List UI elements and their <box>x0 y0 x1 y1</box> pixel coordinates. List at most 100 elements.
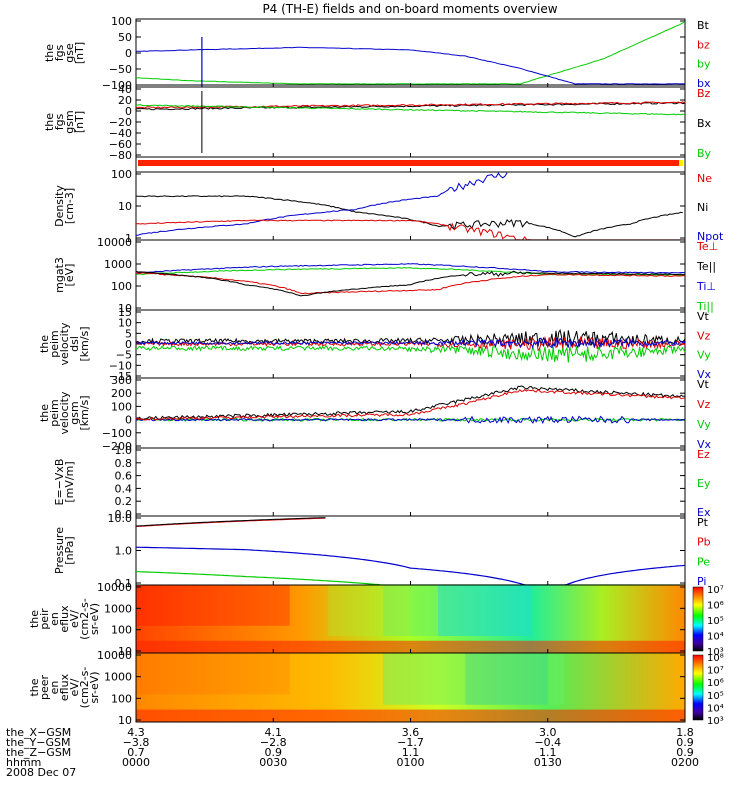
x-label-z: 1.1 <box>402 746 420 759</box>
x-label-y: 0.9 <box>676 736 694 749</box>
panel-frame <box>135 171 686 241</box>
spectrogram-band <box>437 585 532 636</box>
legend-Ti⊥: Ti⊥ <box>696 280 716 293</box>
x-label-y: −2.8 <box>260 736 287 749</box>
x-label-x: 4.3 <box>127 726 145 739</box>
y-tick-label: 10.0 <box>108 512 133 525</box>
x-row-label: the_Z−GSM <box>6 746 71 759</box>
legend-Vy: Vy <box>697 349 711 362</box>
y-axis-label-line: dsl <box>68 336 81 352</box>
y-tick-label: 10 <box>118 645 132 658</box>
legend-Vz: Vz <box>697 398 711 411</box>
legend-Ti||: Ti|| <box>696 300 714 313</box>
series-Bz <box>135 101 686 109</box>
x-label-x: 1.8 <box>676 726 694 739</box>
series-Te|| <box>135 270 685 297</box>
legend-By: By <box>697 147 712 160</box>
y-axis-label-line: [eV] <box>63 264 76 287</box>
series-Vt <box>135 328 686 348</box>
y-tick-label: 10000 <box>97 581 132 594</box>
y-axis-label-line: fgs <box>53 44 66 61</box>
y-axis-label: Pressure[nPa] <box>53 527 76 574</box>
y-axis-label-line: (cm2-s- <box>78 667 91 709</box>
y-axis-label-line: sr-eV) <box>88 603 101 635</box>
y-tick-label: 1000 <box>104 602 132 615</box>
y-tick-label: −200 <box>102 440 132 453</box>
x-label-time: 0200 <box>671 756 699 769</box>
panel-frame <box>135 86 686 158</box>
colorbar-tick: 10⁶ <box>707 678 724 689</box>
y-tick-label: 40 <box>118 83 132 96</box>
panel-frame <box>135 377 686 449</box>
y-tick-label: 50 <box>118 31 132 44</box>
y-axis-label-line: [mV/m] <box>63 461 76 502</box>
y-axis-label-line: peim <box>48 330 61 358</box>
x-label-y: −1.7 <box>397 736 424 749</box>
y-axis-label: Density[cm-3] <box>53 185 76 227</box>
x-label-time: 0030 <box>259 756 287 769</box>
legend-Ex: Ex <box>697 506 711 519</box>
legend-Ne: Ne <box>697 172 712 185</box>
series-By <box>135 104 686 116</box>
x-label-y: −0.4 <box>534 736 561 749</box>
y-axis-label: E=−VxB[mV/m] <box>53 459 76 506</box>
series-Ti-perp <box>135 263 686 274</box>
colorbar-tick: 10⁴ <box>707 632 724 643</box>
y-axis-label-line: [nPa] <box>63 536 76 564</box>
panel-density: 100 10 1 Density[cm-3] Ne Ni Npot <box>53 168 724 245</box>
legend-Vx: Vx <box>697 438 712 451</box>
y-axis-label-line: eV/ <box>68 678 81 696</box>
y-axis-label-line: [nT] <box>73 42 86 64</box>
series-Vz <box>135 388 685 421</box>
y-axis-label-line: peir <box>38 608 51 630</box>
y-axis-label-line: peim <box>48 399 61 427</box>
colorbar-tick: 10⁷ <box>707 585 724 596</box>
flag-bar <box>138 160 681 166</box>
legend-Bt: Bt <box>697 19 710 32</box>
panel-frame <box>135 18 686 88</box>
legend-Pb: Pb <box>697 536 711 549</box>
y-tick-label: −15 <box>109 370 132 383</box>
x-label-y: −3.8 <box>123 736 150 749</box>
y-tick-label: 20 <box>118 94 132 107</box>
chart-title: P4 (TH-E) fields and on-board moments ov… <box>262 2 557 16</box>
y-tick-label: 0.2 <box>115 495 133 508</box>
y-axis-label-line: the <box>28 610 41 628</box>
series-Pi <box>135 546 686 586</box>
y-tick-label: −80 <box>109 149 132 162</box>
y-axis-label-line: gse <box>63 43 76 63</box>
y-tick-label: 1000 <box>104 671 132 684</box>
legend-Ez: Ez <box>697 448 710 461</box>
y-axis-label-line: (cm2-s- <box>78 598 91 640</box>
y-axis-label-line: the <box>38 404 51 422</box>
legend-by: by <box>697 58 711 71</box>
y-tick-label: −20 <box>109 116 132 129</box>
series-Te-perp <box>135 271 685 295</box>
spectrogram-band <box>136 653 290 695</box>
y-axis-label-line: [km/s] <box>78 395 91 430</box>
panel-peir: 10⁷ 10⁶ 10⁵ 10⁴ 10³ 10000 1000 100 10 thepeirenef… <box>28 581 724 658</box>
y-tick-label: 1.0 <box>115 545 133 558</box>
y-axis-label-line: fgs <box>53 113 66 130</box>
y-axis-label-line: eflux <box>58 673 71 701</box>
y-axis-label-line: the <box>28 678 41 696</box>
x-label-x: 4.1 <box>265 726 283 739</box>
colorbar-tick: 10⁸ <box>707 653 724 664</box>
y-tick-label: 0.6 <box>115 470 133 483</box>
x-row-label: the_Y−GSM <box>6 736 71 749</box>
panel-peer: 10⁸10⁷10⁶10⁵10⁴10³10000100010010thepeere… <box>28 649 724 727</box>
y-tick-label: 1.0 <box>115 444 133 457</box>
y-axis-label-line: eflux <box>58 605 71 633</box>
legend-Bx: Bx <box>697 117 712 130</box>
legend-Te⊥: Te⊥ <box>696 240 718 253</box>
colorbar-tick: 10³ <box>707 647 724 658</box>
y-axis-label-line: Pressure <box>53 527 66 574</box>
